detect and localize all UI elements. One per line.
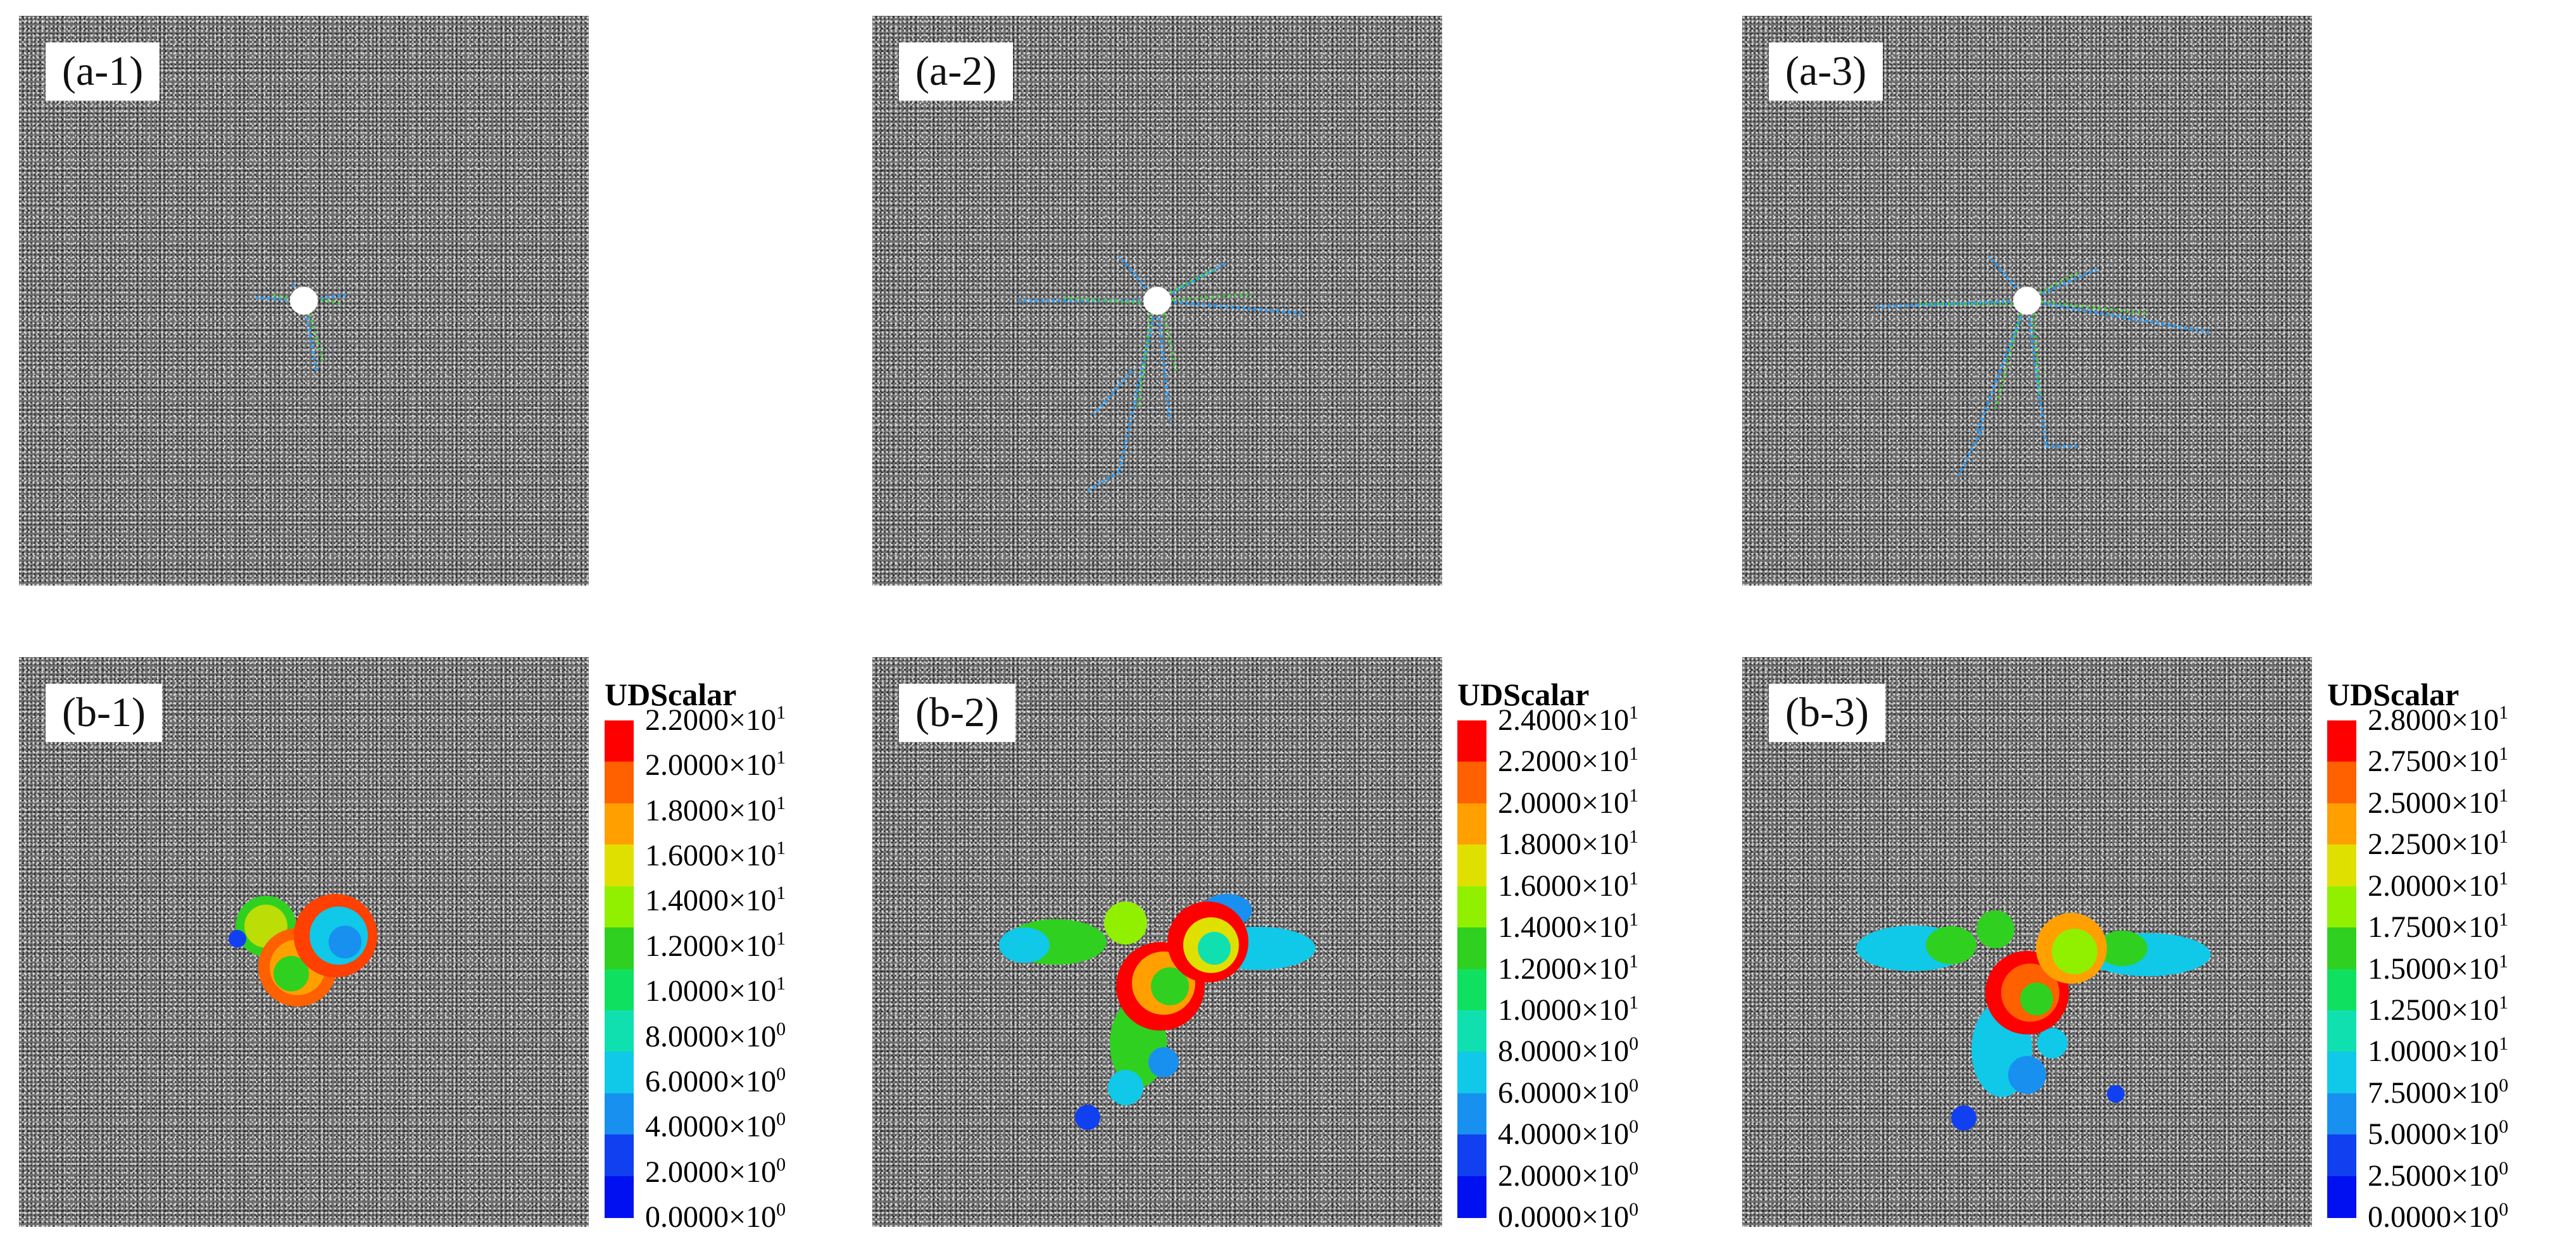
colorbar-tick-label: 0.0000×100 — [1498, 1199, 1639, 1234]
panel-label: (a-3) — [1769, 42, 1883, 101]
colorbar-b-1: UDScalar 2.2000×101 2.0000×101 1.8000×101 1… — [605, 657, 858, 1234]
colorbar-tick-label: 1.7500×101 — [2368, 909, 2509, 945]
colorbar-tick-label: 8.0000×100 — [1498, 1033, 1639, 1069]
colorbar-tick-label: 2.2000×101 — [1498, 743, 1639, 779]
colorbar-swatch — [1457, 1134, 1486, 1177]
colorbar-swatch — [605, 886, 634, 929]
colorbar-tick-label: 2.0000×100 — [645, 1153, 786, 1189]
colorbar-title: UDScalar — [1457, 677, 1590, 712]
colorbar-swatch — [2327, 762, 2356, 804]
colorbar-tick-label: 2.0000×101 — [1498, 784, 1639, 820]
panel-label: (b-2) — [899, 684, 1015, 742]
crack-pattern-a-2 — [1018, 255, 1304, 493]
colorbar-swatch — [1457, 720, 1486, 763]
colorbar-tick-label: 1.0000×101 — [645, 973, 786, 1008]
colorbar-tick-label: 2.0000×100 — [1498, 1157, 1639, 1193]
panel-label: (b-1) — [46, 684, 162, 742]
colorbar-tick-label: 2.2000×101 — [645, 702, 786, 738]
colorbar-tick-label: 1.4000×101 — [645, 882, 786, 918]
colorbar-tick-label: 2.0000×101 — [645, 747, 786, 782]
crack-pattern-a-3 — [1875, 255, 2211, 479]
colorbar-swatch — [1457, 886, 1486, 929]
panel-b-3: (b-3) — [1742, 657, 2312, 1227]
colorbar-swatch — [2327, 1052, 2356, 1094]
crack-pattern-a-1 — [253, 280, 349, 371]
colorbar-swatch — [2327, 1093, 2356, 1136]
colorbar-tick-label: 1.2000×101 — [645, 927, 786, 963]
panel-b-1: (b-1) — [19, 657, 589, 1227]
panel-a-2: (a-2) — [872, 16, 1442, 586]
colorbar-tick-label: 2.4000×101 — [1498, 702, 1639, 738]
colorbar-swatch — [605, 1176, 634, 1218]
colorbar-tick-label: 1.4000×101 — [1498, 909, 1639, 945]
colorbar-title: UDScalar — [2327, 677, 2460, 712]
colorbar-tick-label: 0.0000×100 — [645, 1199, 786, 1234]
panel-b-2: (b-2) — [872, 657, 1442, 1227]
colorbar-tick-label: 7.5000×100 — [2368, 1074, 2509, 1110]
colorbar-swatch — [2327, 927, 2356, 970]
colorbar-tick-label: 2.8000×101 — [2368, 702, 2509, 738]
colorbar-title: UDScalar — [605, 677, 737, 712]
colorbar-tick-label: 1.8000×101 — [1498, 826, 1639, 862]
panel-a-3: (a-3) — [1742, 16, 2312, 586]
colorbar-swatch — [605, 762, 634, 804]
colorbar-swatch — [1457, 762, 1486, 804]
colorbar-b-2: UDScalar 2.4000×101 2.2000×101 2.0000×101 1… — [1457, 657, 1711, 1234]
colorbar-swatch — [1457, 1093, 1486, 1136]
colorbar-swatch — [1457, 1010, 1486, 1053]
colorbar-swatch — [605, 1010, 634, 1053]
colorbar-tick-label: 6.0000×100 — [1498, 1074, 1639, 1110]
colorbar-swatch — [605, 1134, 634, 1177]
colorbar-swatch — [1457, 845, 1486, 887]
colorbar-tick-label: 1.2000×101 — [1498, 950, 1639, 986]
colorbar-b-3: UDScalar 2.8000×101 2.7500×101 2.5000×101 2… — [2327, 657, 2576, 1234]
colorbar-tick-label: 8.0000×100 — [645, 1018, 786, 1053]
colorbar-swatch — [2327, 803, 2356, 846]
colorbar-tick-label: 2.0000×101 — [2368, 867, 2509, 903]
colorbar-swatch — [2327, 886, 2356, 929]
colorbar-tick-label: 1.0000×101 — [2368, 1033, 2509, 1069]
panel-label: (a-1) — [46, 42, 160, 101]
colorbar-swatch — [605, 969, 634, 1011]
colorbar-swatch — [2327, 1134, 2356, 1177]
damage-field-b-1 — [229, 894, 377, 1007]
colorbar-tick-label: 2.5000×101 — [2368, 784, 2509, 820]
colorbar-swatch — [605, 845, 634, 887]
colorbar-swatch — [2327, 1010, 2356, 1053]
colorbar-tick-label: 1.6000×101 — [1498, 867, 1639, 903]
panel-label: (b-3) — [1769, 684, 1885, 742]
panel-label: (a-2) — [899, 42, 1014, 101]
colorbar-swatch — [1457, 1176, 1486, 1218]
colorbar-tick-label: 2.7500×101 — [2368, 743, 2509, 779]
colorbar-swatch — [605, 720, 634, 763]
colorbar-tick-label: 2.5000×100 — [2368, 1157, 2509, 1193]
panel-a-1: (a-1) — [19, 16, 589, 586]
colorbar-tick-label: 6.0000×100 — [645, 1063, 786, 1098]
colorbar-tick-label: 4.0000×100 — [645, 1108, 786, 1144]
colorbar-swatch — [605, 1052, 634, 1094]
colorbar-tick-label: 1.5000×101 — [2368, 950, 2509, 986]
colorbar-tick-label: 4.0000×100 — [1498, 1116, 1639, 1152]
colorbar-swatch — [1457, 1052, 1486, 1094]
colorbar-swatch — [1457, 927, 1486, 970]
colorbar-swatch — [1457, 969, 1486, 1011]
colorbar-swatch — [605, 927, 634, 970]
damage-field-b-3 — [1856, 910, 2211, 1131]
colorbar-tick-label: 1.0000×101 — [1498, 991, 1639, 1027]
colorbar-tick-label: 1.8000×101 — [645, 792, 786, 827]
colorbar-swatch — [605, 1093, 634, 1136]
colorbar-tick-label: 5.0000×100 — [2368, 1116, 2509, 1152]
colorbar-tick-label: 1.6000×101 — [645, 838, 786, 873]
damage-field-b-2 — [999, 894, 1316, 1130]
colorbar-tick-label: 2.2500×101 — [2368, 826, 2509, 862]
colorbar-swatch — [2327, 1176, 2356, 1218]
colorbar-swatch — [2327, 969, 2356, 1011]
colorbar-tick-label: 1.2500×101 — [2368, 991, 2509, 1027]
colorbar-swatch — [2327, 845, 2356, 887]
colorbar-swatch — [2327, 720, 2356, 763]
colorbar-swatch — [605, 803, 634, 846]
colorbar-tick-label: 0.0000×100 — [2368, 1199, 2509, 1234]
colorbar-swatch — [1457, 803, 1486, 846]
